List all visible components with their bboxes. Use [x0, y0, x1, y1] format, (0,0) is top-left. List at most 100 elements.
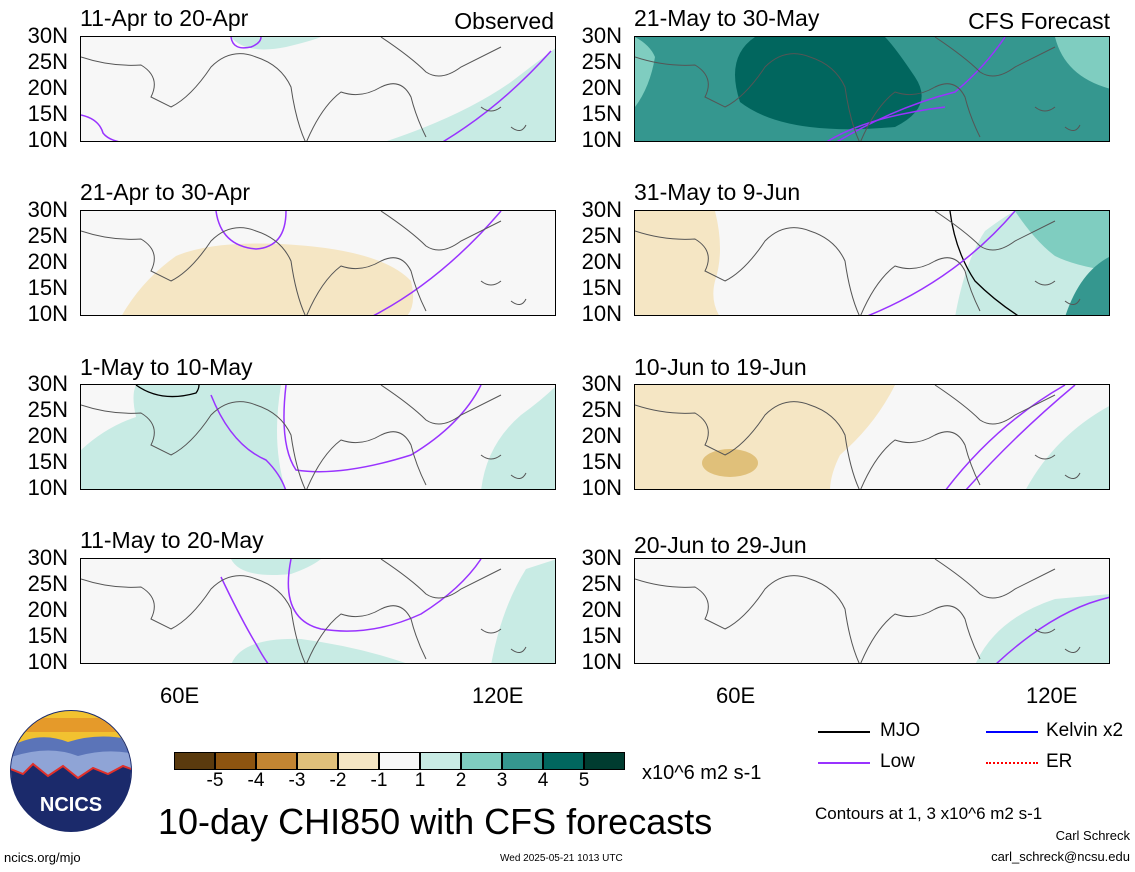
colorbar-swatch — [174, 752, 215, 770]
lat-tick-label: 15N — [27, 623, 68, 648]
colorbar-label: 3 — [496, 770, 508, 791]
lat-tick-label: 20N — [27, 597, 68, 622]
lat-tick-label: 10N — [581, 475, 622, 500]
legend-mjo-label: MJO — [880, 720, 921, 741]
ncics-logo: NCICS — [8, 708, 134, 834]
lat-tick-label: 20N — [27, 249, 68, 274]
legend-er-line — [986, 762, 1038, 764]
lat-tick-label: 25N — [581, 397, 622, 422]
colorbar-swatch — [379, 752, 420, 770]
colorbar-label: -5 — [206, 770, 224, 791]
colorbar-swatch — [584, 752, 625, 770]
x-tick-120e-left: 120E — [472, 683, 524, 708]
lat-tick-label: 10N — [581, 649, 622, 674]
colorbar-swatch — [502, 752, 543, 770]
lat-tick-label: 10N — [27, 475, 68, 500]
legend-kelvin-label: Kelvin x2 — [1046, 720, 1124, 741]
colorbar-swatch — [297, 752, 338, 770]
lat-tick-label: 25N — [27, 223, 68, 248]
lat-tick-label: 25N — [581, 571, 622, 596]
panel-title: 10-Jun to 19-Jun — [634, 354, 807, 380]
lat-tick-label: 10N — [27, 301, 68, 326]
lat-tick-label: 10N — [27, 649, 68, 674]
lat-tick-label: 10N — [27, 127, 68, 152]
author: Carl Schreck — [1055, 828, 1130, 843]
main-title: 10-day CHI850 with CFS forecasts — [158, 801, 713, 842]
colorbar-label: 1 — [414, 770, 426, 791]
colorbar-label: -3 — [288, 770, 306, 791]
map-panel-21may-30may — [634, 36, 1110, 142]
legend-mjo-line — [818, 731, 870, 733]
author-email[interactable]: carl_schreck@ncsu.edu — [991, 849, 1130, 864]
panel-source-label: Observed — [454, 8, 554, 34]
map-panel-11apr-20apr — [80, 36, 556, 142]
x-tick-120e-right: 120E — [1026, 683, 1078, 708]
timestamp: Wed 2025-05-21 1013 UTC — [500, 853, 623, 864]
colorbar-label: -2 — [329, 770, 347, 791]
logo-text: NCICS — [40, 794, 102, 816]
lat-tick-label: 10N — [581, 301, 622, 326]
lat-tick-label: 30N — [581, 545, 622, 570]
colorbar-swatch — [420, 752, 461, 770]
lat-tick-label: 25N — [27, 397, 68, 422]
lat-tick-label: 10N — [581, 127, 622, 152]
lat-tick-label: 20N — [581, 423, 622, 448]
lat-tick-label: 30N — [581, 197, 622, 222]
lat-tick-label: 30N — [581, 23, 622, 48]
lat-tick-label: 15N — [27, 101, 68, 126]
site-link[interactable]: ncics.org/mjo — [4, 850, 81, 865]
panel-title: 11-May to 20-May — [80, 527, 264, 553]
lat-tick-label: 15N — [581, 275, 622, 300]
lat-tick-label: 30N — [27, 545, 68, 570]
lat-tick-label: 15N — [581, 623, 622, 648]
lat-tick-label: 15N — [27, 275, 68, 300]
colorbar-label: -4 — [247, 770, 265, 791]
legend-er-label: ER — [1046, 751, 1073, 772]
panel-title: 11-Apr to 20-Apr — [80, 5, 249, 31]
lat-tick-label: 25N — [581, 223, 622, 248]
lat-tick-label: 20N — [581, 75, 622, 100]
legend-kelvin-line — [986, 731, 1038, 733]
map-panel-21apr-30apr — [80, 210, 556, 316]
lat-tick-label: 30N — [27, 23, 68, 48]
contours-note: Contours at 1, 3 x10^6 m2 s-1 — [815, 804, 1043, 823]
lat-tick-label: 30N — [581, 371, 622, 396]
colorbar-label: 4 — [537, 770, 549, 791]
lat-tick-label: 30N — [27, 197, 68, 222]
lat-tick-label: 30N — [27, 371, 68, 396]
lat-tick-label: 20N — [27, 75, 68, 100]
panel-title: 1-May to 10-May — [80, 354, 253, 380]
colorbar-label: 5 — [578, 770, 590, 791]
map-panel-1may-10may — [80, 384, 556, 490]
lat-tick-label: 20N — [27, 423, 68, 448]
lat-tick-label: 25N — [581, 49, 622, 74]
legend-low-line — [818, 762, 870, 764]
colorbar-swatch — [215, 752, 256, 770]
colorbar-swatch — [338, 752, 379, 770]
panel-title: 20-Jun to 29-Jun — [634, 532, 807, 558]
lat-tick-label: 25N — [27, 49, 68, 74]
legend-low-label: Low — [880, 751, 915, 772]
lat-tick-label: 15N — [581, 449, 622, 474]
panel-title: 21-Apr to 30-Apr — [80, 179, 251, 205]
x-tick-60e-right: 60E — [716, 683, 756, 708]
lat-tick-label: 20N — [581, 249, 622, 274]
lat-tick-label: 15N — [27, 449, 68, 474]
map-panel-11may-20may — [80, 558, 556, 664]
colorbar-label: -1 — [370, 770, 388, 791]
colorbar-units: x10^6 m2 s-1 — [642, 762, 762, 784]
x-tick-60e-left: 60E — [160, 683, 200, 708]
panel-title: 21-May to 30-May — [634, 5, 820, 31]
lat-tick-label: 15N — [581, 101, 622, 126]
map-panel-20jun-29jun — [634, 558, 1110, 664]
lat-tick-label: 25N — [27, 571, 68, 596]
lat-tick-label: 20N — [581, 597, 622, 622]
panel-source-label: CFS Forecast — [968, 8, 1110, 34]
colorbar-label: 2 — [455, 770, 467, 791]
panel-title: 31-May to 9-Jun — [634, 179, 801, 205]
map-panel-31may-9jun — [634, 210, 1110, 316]
colorbar-swatch — [461, 752, 502, 770]
map-panel-10jun-19jun — [634, 384, 1110, 490]
colorbar-swatch — [256, 752, 297, 770]
colorbar-swatch — [543, 752, 584, 770]
